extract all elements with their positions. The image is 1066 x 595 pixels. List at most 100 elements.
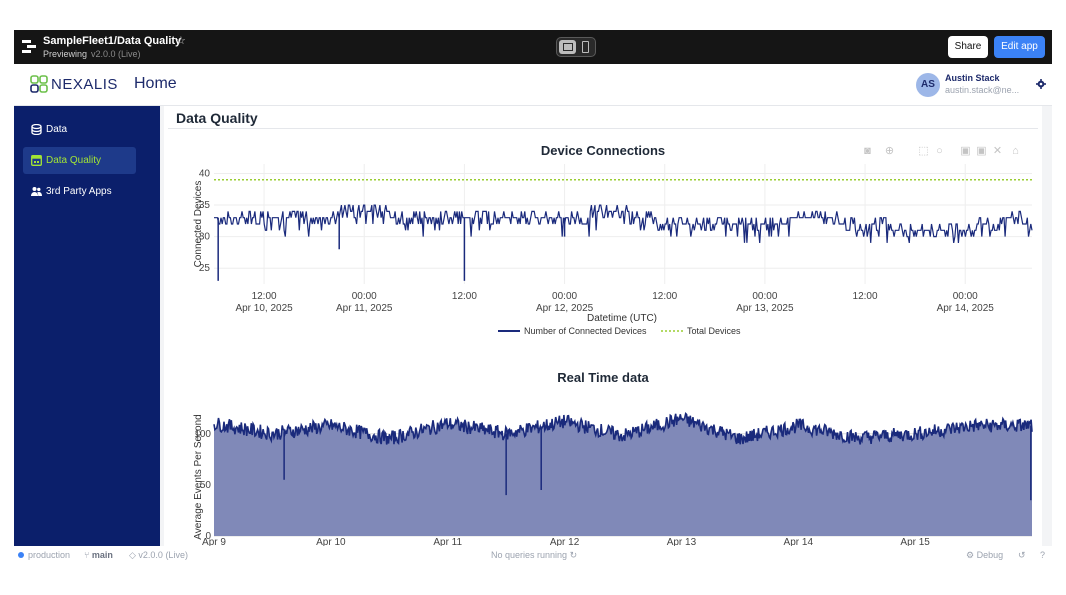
y-tick-label: 40 xyxy=(199,168,211,179)
divider xyxy=(168,128,1038,129)
x-tick-label: 00:00 xyxy=(953,291,978,302)
x-tick-label: Apr 9 xyxy=(202,537,226,546)
main-content: Data Quality Device Connections ◙ ⊕ ⬚ ○ … xyxy=(160,106,1052,546)
logo-text: NEXALIS xyxy=(51,76,118,93)
x-axis-label: Datetime (UTC) xyxy=(587,313,657,324)
data-quality-card: Data Quality Device Connections ◙ ⊕ ⬚ ○ … xyxy=(164,106,1042,546)
x-tick-label: Apr 10, 2025 xyxy=(235,303,293,314)
y-tick-label: 35 xyxy=(199,200,211,211)
chart-title-device-connections: Device Connections xyxy=(540,143,666,158)
chart-title-real-time-data: Real Time data xyxy=(557,370,649,385)
lasso-icon[interactable]: ○ xyxy=(936,145,943,157)
branch-label: main xyxy=(91,550,113,560)
x-tick-label: 00:00 xyxy=(752,291,777,302)
tag-icon: ◇ xyxy=(129,550,139,560)
app-frame: SampleFleet1/Data Quality ☆ Previewing v2… xyxy=(14,30,1052,565)
queries-label: No queries running xyxy=(491,550,568,560)
x-tick-label: 12:00 xyxy=(452,291,477,302)
x-tick-label: Apr 11, 2025 xyxy=(336,303,393,314)
nexalis-logo-icon xyxy=(30,75,48,93)
app-logo-icon xyxy=(22,40,36,53)
preview-status: Previewing v2.0.0 (Live) xyxy=(43,49,141,59)
y-tick-label: 0 xyxy=(205,531,211,542)
camera-icon[interactable]: ◙ xyxy=(864,145,871,157)
x-tick-label: Apr 13, 2025 xyxy=(736,303,794,314)
environment-dot-icon xyxy=(18,552,24,558)
zoom-icon[interactable]: ⊕ xyxy=(884,145,895,157)
sidebar-item-label: Data xyxy=(46,124,68,135)
avatar[interactable]: AS xyxy=(916,73,940,97)
environment-label: production xyxy=(28,550,71,560)
x-tick-label: Apr 10 xyxy=(316,537,346,546)
x-tick-label: 12:00 xyxy=(652,291,677,302)
database-icon xyxy=(31,124,42,135)
environment-status[interactable]: production xyxy=(18,550,70,560)
device-toggle[interactable] xyxy=(556,37,596,57)
zoom-out-icon[interactable]: ▣ xyxy=(976,145,987,157)
zoom-in-icon[interactable]: ▣ xyxy=(960,145,971,157)
real-time-area-fill xyxy=(214,413,1032,536)
table-icon xyxy=(31,155,42,166)
version-label: v2.0.0 (Live) xyxy=(138,550,188,560)
y-axis-label: Average Events Per Second xyxy=(193,414,204,539)
x-tick-label: 12:00 xyxy=(853,291,878,302)
version-status: ◇ v2.0.0 (Live) xyxy=(129,550,188,561)
app-header: NEXALIS Home AS Austin Stack austin.stac… xyxy=(14,64,1052,106)
sidebar: Data Data Quality 3rd Party Apps xyxy=(14,106,160,546)
x-tick-label: 00:00 xyxy=(352,291,377,302)
box-select-icon[interactable]: ⬚ xyxy=(918,145,929,157)
refresh-icon[interactable]: ↻ xyxy=(567,550,578,560)
real-time-series-line xyxy=(213,412,1033,446)
gear-icon[interactable] xyxy=(1036,79,1046,89)
branch-status[interactable]: ⑂ main xyxy=(84,550,113,560)
star-icon[interactable]: ☆ xyxy=(176,35,186,47)
sidebar-item-label: Data Quality xyxy=(46,155,102,166)
share-button[interactable]: Share xyxy=(948,36,988,58)
preview-label: Previewing xyxy=(43,49,88,59)
version-label: v2.0.0 (Live) xyxy=(91,49,141,59)
sidebar-item-data[interactable]: Data xyxy=(23,116,136,143)
sidebar-item-data-quality[interactable]: Data Quality xyxy=(23,147,136,174)
sidebar-item-3rd-party-apps[interactable]: 3rd Party Apps xyxy=(23,178,136,205)
branch-icon: ⑂ xyxy=(84,550,92,560)
legend-label-total: Total Devices xyxy=(687,326,741,336)
home-icon[interactable]: ⌂ xyxy=(1012,145,1019,157)
x-tick-label: Apr 15 xyxy=(900,537,930,546)
debug-button[interactable]: ⚙ Debug xyxy=(966,550,1003,561)
top-bar: SampleFleet1/Data Quality ☆ Previewing v2… xyxy=(14,30,1052,64)
y-tick-label: 30 xyxy=(199,232,211,243)
history-icon[interactable]: ↺ xyxy=(1018,550,1026,560)
x-tick-label: 00:00 xyxy=(552,291,577,302)
x-tick-label: Apr 11 xyxy=(433,537,462,546)
user-name: Austin Stack xyxy=(945,73,1000,83)
debug-label: Debug xyxy=(976,550,1004,560)
edit-app-button[interactable]: Edit app xyxy=(994,36,1045,58)
user-email: austin.stack@ne... xyxy=(945,85,1020,95)
y-axis-label: Connected Devices xyxy=(193,181,204,268)
legend-label-connected: Number of Connected Devices xyxy=(524,326,647,336)
chart-toolbar: ◙ ⊕ ⬚ ○ ▣ ▣ ✕ ⌂ xyxy=(862,146,1032,160)
desktop-icon[interactable] xyxy=(559,40,576,54)
autoscale-icon[interactable]: ✕ xyxy=(992,145,1003,157)
section-title: Data Quality xyxy=(176,110,258,126)
x-tick-label: Apr 12, 2025 xyxy=(536,303,594,314)
x-tick-label: 12:00 xyxy=(252,291,277,302)
connected-devices-series xyxy=(214,204,1033,244)
y-tick-label: 25 xyxy=(199,263,211,274)
page-title: Home xyxy=(134,75,177,92)
x-tick-label: Apr 12 xyxy=(550,537,580,546)
mobile-icon[interactable] xyxy=(582,41,589,53)
app-path-title: SampleFleet1/Data Quality xyxy=(43,35,182,47)
bug-icon: ⚙ xyxy=(966,550,977,560)
y-tick-label: 100 xyxy=(194,429,211,440)
x-tick-label: Apr 14 xyxy=(784,537,814,546)
x-tick-label: Apr 14, 2025 xyxy=(937,303,995,314)
status-bar: production ⑂ main ◇ v2.0.0 (Live) No que… xyxy=(14,546,1052,565)
sidebar-item-label: 3rd Party Apps xyxy=(46,186,112,197)
queries-status: No queries running ↻ xyxy=(491,550,577,561)
y-tick-label: 50 xyxy=(200,480,212,491)
help-icon[interactable]: ? xyxy=(1040,550,1046,560)
x-tick-label: Apr 13 xyxy=(667,537,697,546)
